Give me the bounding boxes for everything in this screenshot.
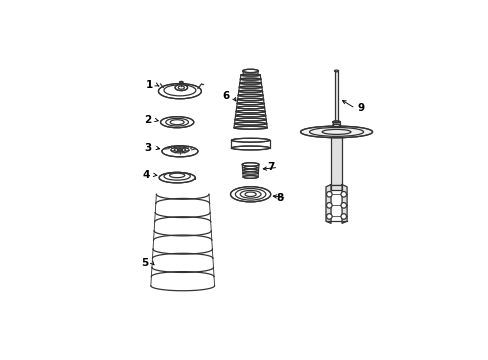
Text: 9: 9	[357, 103, 365, 113]
Ellipse shape	[235, 118, 265, 121]
Bar	[247, 147, 253, 149]
Ellipse shape	[300, 126, 372, 138]
Ellipse shape	[159, 172, 195, 183]
Circle shape	[326, 214, 331, 219]
Ellipse shape	[332, 121, 340, 123]
Ellipse shape	[239, 82, 261, 84]
Circle shape	[340, 214, 346, 219]
Text: 1: 1	[145, 80, 153, 90]
Ellipse shape	[238, 90, 262, 93]
Text: 2: 2	[144, 115, 151, 125]
Ellipse shape	[177, 149, 182, 151]
Ellipse shape	[238, 94, 263, 96]
Ellipse shape	[240, 78, 260, 80]
Ellipse shape	[231, 146, 269, 150]
Ellipse shape	[243, 166, 257, 169]
Ellipse shape	[234, 122, 266, 125]
Ellipse shape	[179, 81, 183, 83]
Text: 3: 3	[144, 143, 151, 153]
Ellipse shape	[236, 110, 264, 113]
Ellipse shape	[233, 126, 267, 129]
Ellipse shape	[162, 146, 198, 157]
Ellipse shape	[243, 169, 258, 171]
Circle shape	[326, 192, 331, 197]
Text: 8: 8	[276, 193, 283, 203]
Circle shape	[326, 203, 331, 208]
Bar	[330, 137, 342, 185]
Ellipse shape	[158, 84, 201, 99]
Ellipse shape	[175, 85, 187, 91]
Text: 4: 4	[142, 170, 150, 180]
Ellipse shape	[334, 70, 338, 72]
Ellipse shape	[160, 117, 193, 128]
Ellipse shape	[242, 172, 258, 174]
Polygon shape	[325, 185, 330, 223]
Bar	[332, 122, 340, 126]
Ellipse shape	[230, 186, 270, 202]
Ellipse shape	[231, 138, 269, 142]
Text: 5: 5	[142, 258, 149, 268]
Ellipse shape	[332, 124, 340, 127]
Ellipse shape	[243, 176, 258, 178]
Ellipse shape	[237, 98, 263, 100]
Bar	[334, 71, 337, 122]
Ellipse shape	[243, 69, 258, 73]
Polygon shape	[342, 185, 346, 223]
Ellipse shape	[241, 74, 260, 76]
Text: 6: 6	[222, 91, 229, 101]
Ellipse shape	[239, 86, 262, 88]
Ellipse shape	[235, 114, 265, 117]
Ellipse shape	[236, 106, 264, 109]
Circle shape	[340, 192, 346, 197]
Ellipse shape	[237, 102, 264, 105]
Text: 7: 7	[267, 162, 275, 172]
Bar	[330, 185, 342, 190]
Ellipse shape	[242, 163, 259, 166]
Circle shape	[340, 203, 346, 208]
